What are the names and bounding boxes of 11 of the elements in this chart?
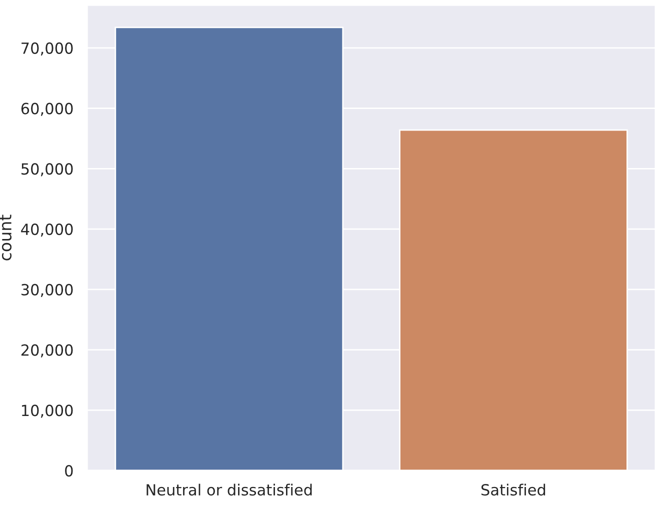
y-tick-label: 20,000 (21, 344, 73, 358)
y-tick-label: 0 (65, 465, 73, 477)
x-tick-label: Neutral or dissatisfied (146, 484, 312, 496)
y-axis-title: count (0, 214, 12, 260)
y-tick-label: 50,000 (21, 163, 73, 176)
y-tick-label: 70,000 (22, 42, 73, 56)
x-tick-label: Satisfied (481, 484, 546, 496)
y-tick-label: 10,000 (22, 404, 73, 418)
y-tick-label: 40,000 (21, 224, 73, 237)
y-tick-label: 30,000 (21, 284, 73, 298)
y-tick-label: 60,000 (21, 102, 73, 116)
